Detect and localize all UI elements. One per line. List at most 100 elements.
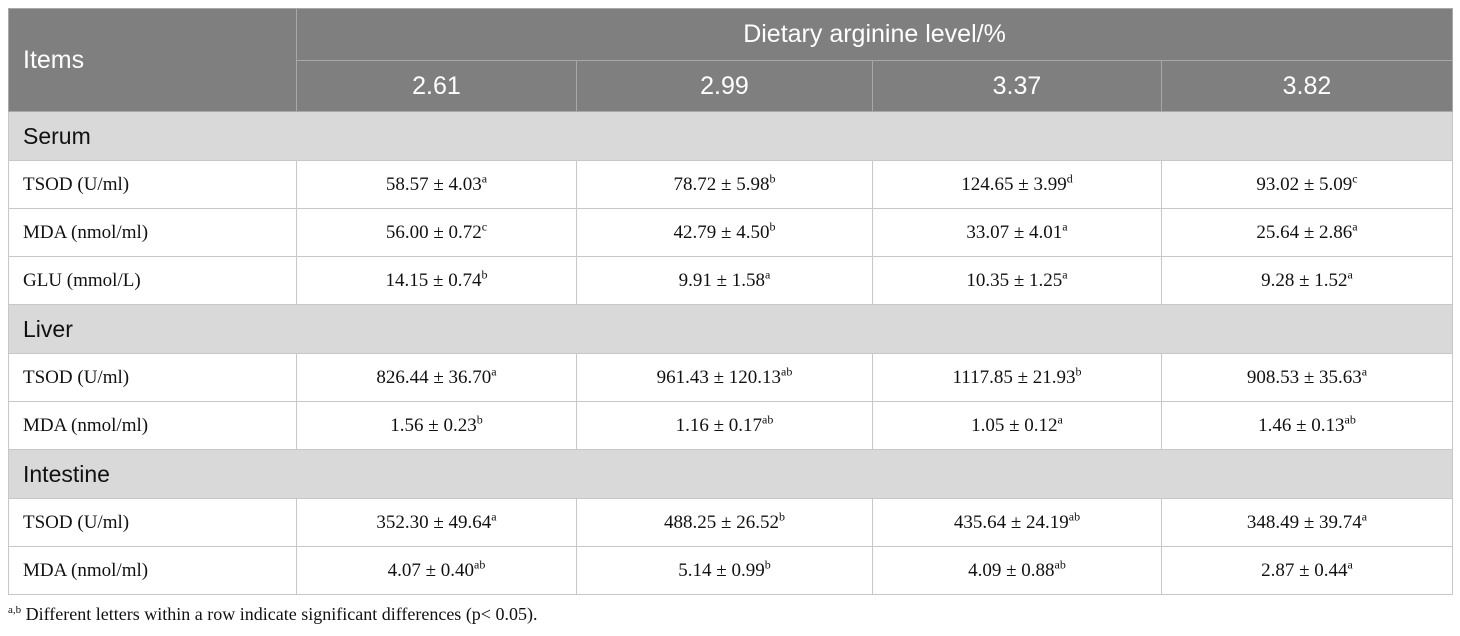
level-header: 2.99 [576, 60, 873, 112]
value-cell: 1.46 ± 0.13ab [1161, 401, 1453, 450]
value-text: 1.46 ± 0.13 [1258, 414, 1345, 436]
value-text: 908.53 ± 35.63 [1246, 366, 1362, 388]
significance-letter: b [769, 171, 776, 186]
value-text: 348.49 ± 39.74 [1246, 511, 1362, 533]
value-text: 1.05 ± 0.12 [971, 414, 1058, 436]
significance-letter: a [491, 509, 497, 524]
value-text: 9.91 ± 1.58 [678, 269, 766, 291]
data-table-container: Items Dietary arginine level/% 2.61 2.99… [8, 8, 1453, 595]
value-cell: 93.02 ± 5.09c [1161, 160, 1453, 209]
significance-letter: ab [1054, 557, 1066, 572]
section-row: Intestine [8, 449, 1453, 499]
value-text: 1117.85 ± 21.93 [952, 366, 1076, 388]
value-text: 435.64 ± 24.19 [953, 511, 1069, 533]
value-text: 1.16 ± 0.17 [675, 414, 763, 436]
table-row: GLU (mmol/L) 14.15 ± 0.74b 9.91 ± 1.58a 10.… [8, 256, 1453, 305]
significance-letter: a [1062, 267, 1068, 282]
significance-letter: a [1347, 267, 1353, 282]
significance-letter: b [476, 412, 483, 427]
value-text: 33.07 ± 4.01 [966, 221, 1063, 243]
value-cell: 56.00 ± 0.72c [296, 208, 577, 257]
value-cell: 826.44 ± 36.70a [296, 353, 577, 402]
value-cell: 25.64 ± 2.86a [1161, 208, 1453, 257]
value-cell: 1.16 ± 0.17ab [576, 401, 873, 450]
value-text: 4.07 ± 0.40 [387, 559, 475, 581]
significance-letter: ab [762, 412, 774, 427]
significance-letter: a [1062, 219, 1068, 234]
value-text: 56.00 ± 0.72 [385, 221, 482, 243]
value-cell: 33.07 ± 4.01a [872, 208, 1162, 257]
value-cell: 1.05 ± 0.12a [872, 401, 1162, 450]
level-header: 2.61 [296, 60, 577, 112]
significance-letter: a [1057, 412, 1063, 427]
value-text: 1.56 ± 0.23 [390, 414, 477, 436]
value-cell: 58.57 ± 4.03a [296, 160, 577, 209]
value-text: 25.64 ± 2.86 [1256, 221, 1353, 243]
value-text: 2.87 ± 0.44 [1261, 559, 1348, 581]
table-row: MDA (nmol/ml) 56.00 ± 0.72c 42.79 ± 4.50b 3… [8, 208, 1453, 257]
value-cell: 9.91 ± 1.58a [576, 256, 873, 305]
value-text: 124.65 ± 3.99 [961, 173, 1067, 195]
row-label: TSOD (U/ml) [8, 160, 297, 209]
significance-letter: b [1075, 364, 1082, 379]
significance-letter: a [1347, 557, 1353, 572]
row-label: GLU (mmol/L) [8, 256, 297, 305]
value-text: 488.25 ± 26.52 [664, 511, 779, 533]
section-row: Serum [8, 111, 1453, 161]
section-label: Liver [8, 304, 1453, 354]
level-header: 3.82 [1161, 60, 1453, 112]
table-row: MDA (nmol/ml) 1.56 ± 0.23b 1.16 ± 0.17ab 1.… [8, 401, 1453, 450]
value-text: 78.72 ± 5.98 [673, 173, 770, 195]
footnote-text: Different letters within a row indicate … [21, 604, 538, 624]
value-cell: 124.65 ± 3.99d [872, 160, 1162, 209]
value-cell: 4.07 ± 0.40ab [296, 546, 577, 595]
arginine-table: Items Dietary arginine level/% 2.61 2.99… [8, 8, 1453, 595]
significance-letter: ab [474, 557, 486, 572]
significance-letter: b [778, 509, 785, 524]
value-text: 93.02 ± 5.09 [1256, 173, 1353, 195]
significance-letter: c [481, 219, 488, 234]
value-text: 10.35 ± 1.25 [966, 269, 1063, 291]
row-label: MDA (nmol/ml) [8, 208, 297, 257]
value-cell: 488.25 ± 26.52b [576, 498, 873, 547]
row-label: TSOD (U/ml) [8, 498, 297, 547]
value-cell: 2.87 ± 0.44a [1161, 546, 1453, 595]
value-cell: 9.28 ± 1.52a [1161, 256, 1453, 305]
table-row: TSOD (U/ml) 352.30 ± 49.64a 488.25 ± 26.52… [8, 498, 1453, 547]
value-text: 961.43 ± 120.13 [656, 366, 782, 388]
value-cell: 348.49 ± 39.74a [1161, 498, 1453, 547]
value-cell: 961.43 ± 120.13ab [576, 353, 873, 402]
value-text: 58.57 ± 4.03 [385, 173, 482, 195]
row-label: MDA (nmol/ml) [8, 401, 297, 450]
table-body: Serum TSOD (U/ml) 58.57 ± 4.03a 78.72 ± 5.9… [8, 111, 1453, 595]
value-cell: 908.53 ± 35.63a [1161, 353, 1453, 402]
significance-letter: d [1066, 171, 1073, 186]
significance-letter: a [1352, 219, 1358, 234]
level-header: 3.37 [872, 60, 1162, 112]
value-cell: 5.14 ± 0.99b [576, 546, 873, 595]
table-row: TSOD (U/ml) 58.57 ± 4.03a 78.72 ± 5.98b 124… [8, 160, 1453, 209]
value-text: 14.15 ± 0.74 [385, 269, 482, 291]
significance-letter: a [765, 267, 771, 282]
significance-letter: ab [1344, 412, 1356, 427]
value-text: 5.14 ± 0.99 [678, 559, 765, 581]
row-label: MDA (nmol/ml) [8, 546, 297, 595]
value-cell: 1117.85 ± 21.93b [872, 353, 1162, 402]
significance-letter: b [481, 267, 488, 282]
value-text: 826.44 ± 36.70 [376, 366, 492, 388]
significance-letter: a [1361, 509, 1368, 524]
row-label: TSOD (U/ml) [8, 353, 297, 402]
significance-letter: b [769, 219, 776, 234]
significance-letter: a [491, 364, 497, 379]
footnote: a,b Different letters within a row indic… [8, 604, 537, 625]
significance-letter: ab [1068, 509, 1081, 524]
table-header: Items Dietary arginine level/% 2.61 2.99… [8, 8, 1453, 112]
significance-letter: ab [781, 364, 793, 379]
value-cell: 1.56 ± 0.23b [296, 401, 577, 450]
value-cell: 435.64 ± 24.19ab [872, 498, 1162, 547]
section-label: Serum [8, 111, 1453, 161]
value-text: 4.09 ± 0.88 [968, 559, 1055, 581]
items-header: Items [8, 8, 297, 112]
section-label: Intestine [8, 449, 1453, 499]
significance-letter: b [764, 557, 771, 572]
